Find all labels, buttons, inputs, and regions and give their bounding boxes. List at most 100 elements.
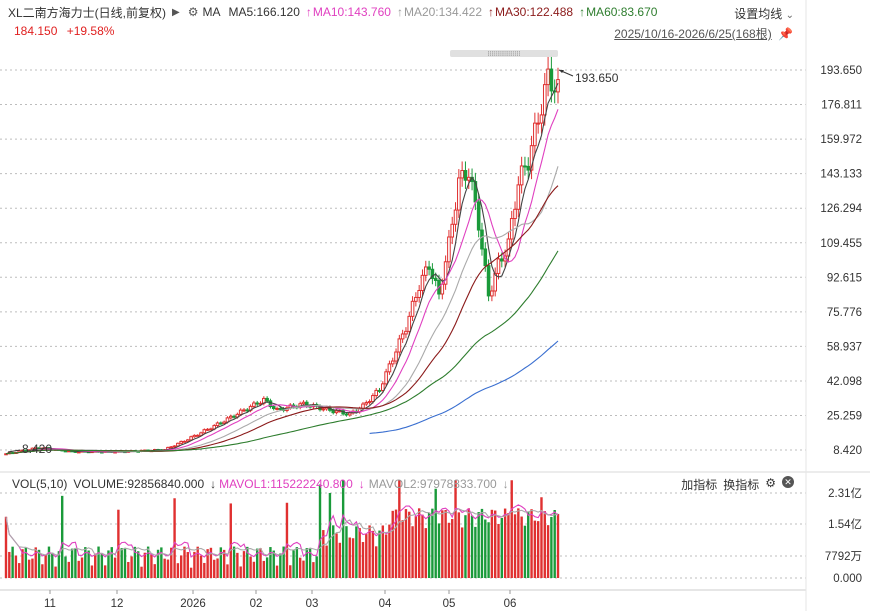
gear-icon[interactable]: ⚙ [765, 476, 776, 490]
volume-bar [322, 530, 325, 578]
switch-indicator-button[interactable]: 换指标 [723, 478, 760, 492]
volume-bar [77, 560, 80, 578]
volume-arrow: ↓ [210, 477, 217, 491]
volume-bar [272, 550, 275, 578]
volume-bar [434, 488, 437, 578]
volume-bar [398, 480, 401, 578]
candle-body [480, 229, 484, 250]
volume-bar [444, 510, 447, 578]
volume-bar [447, 522, 451, 578]
volume-bar [150, 554, 153, 578]
volume-bar [355, 526, 358, 578]
price-tick-label: 92.615 [827, 272, 862, 284]
candle-body [457, 177, 461, 211]
volume-bar [427, 512, 431, 578]
gear-icon[interactable]: ⚙ [187, 5, 199, 19]
volume-bar [408, 511, 411, 578]
candle-body [533, 122, 537, 147]
ma-settings-button[interactable]: 设置均线 ⌄ [734, 5, 794, 22]
candle-body [242, 409, 246, 412]
volume-bar [517, 508, 520, 578]
time-tick-label: 05 [443, 598, 456, 610]
mavol1-line [5, 504, 559, 558]
volume-bar [67, 561, 71, 578]
candle-body [420, 274, 425, 292]
volume-bar [513, 514, 517, 578]
candle-body [331, 409, 336, 414]
volume-bar [474, 526, 477, 578]
volume-bar [21, 549, 24, 578]
volume-bar [11, 546, 14, 578]
add-indicator-button[interactable]: 加指标 [681, 478, 718, 492]
volume-bar [130, 556, 133, 578]
volume-bar [460, 527, 464, 578]
volume-bar [193, 551, 196, 578]
volume-bar [292, 550, 295, 578]
price-tick-label: 176.811 [821, 100, 862, 112]
vol-label: VOL(5,10) [12, 477, 68, 491]
volume-bar [222, 549, 226, 578]
ma30-line [5, 185, 559, 455]
volume-bar [328, 493, 332, 578]
volume-bar [404, 509, 408, 578]
volume-bar [487, 522, 490, 578]
volume-bar [424, 528, 427, 578]
chevron-down-icon: ⌄ [785, 10, 794, 21]
volume-bar [394, 509, 398, 578]
volume-bar [24, 547, 28, 578]
volume-bar [140, 566, 143, 578]
volume-bar [256, 548, 259, 578]
volume-bar [246, 546, 249, 578]
volume-bar [18, 563, 21, 578]
volume-bar [97, 546, 100, 578]
candle-body [271, 406, 276, 410]
candle-body [500, 258, 504, 262]
ma30-value: MA30:122.488 [495, 5, 574, 19]
volume-bar [550, 516, 553, 578]
candle-body [513, 208, 517, 220]
candle-body [526, 165, 531, 171]
candle-body [427, 266, 431, 270]
candle-body [546, 68, 550, 86]
price-tick-label: 8.420 [833, 445, 862, 457]
volume-bar [242, 551, 246, 578]
volume-bar [295, 547, 299, 578]
moving-average-lines [5, 82, 559, 455]
price-tick-label: 193.650 [820, 65, 862, 77]
candle-body [486, 265, 491, 297]
volume-bar [110, 547, 113, 578]
volume-bar [156, 549, 160, 578]
ma5-value: MA5:166.120 [228, 5, 300, 19]
candle-body [202, 429, 207, 434]
volume-axis: 2.31亿 1.54亿 7792万 0.000 [825, 487, 862, 585]
volume-bar [47, 546, 51, 578]
volume-bar [543, 511, 546, 578]
scroll-handle[interactable]: ⁞⁞⁞⁞⁞⁞⁞⁞⁞⁞⁞⁞⁞⁞⁞⁞⁞ [450, 50, 558, 58]
volume-bar [163, 558, 166, 578]
volume-bar [484, 519, 487, 578]
volume-bar [209, 547, 213, 578]
candle-body [205, 428, 210, 431]
candle-body [414, 296, 418, 302]
close-icon[interactable]: ✕ [782, 476, 794, 488]
pin-icon[interactable]: 📌 [778, 27, 793, 41]
volume-bar [103, 565, 107, 578]
volume-bar [120, 548, 123, 578]
volume-bar [27, 559, 31, 578]
volume-bar [305, 548, 308, 578]
volume-bar [54, 566, 57, 578]
date-range-row: 2025/10/16-2026/6/25(168根) 📌 [614, 25, 793, 42]
volume-bars [4, 480, 560, 578]
candle-body [238, 409, 243, 415]
candle-body [387, 363, 392, 373]
volume-bar [391, 510, 394, 578]
volume-bar [236, 552, 239, 578]
candle-body [232, 415, 236, 418]
volume-bar [8, 551, 11, 578]
candle-body [185, 439, 190, 442]
candle-body [252, 402, 256, 407]
play-triangle-icon[interactable]: ▶ [172, 6, 180, 18]
candle-body [539, 114, 544, 124]
candle-body [433, 277, 438, 281]
